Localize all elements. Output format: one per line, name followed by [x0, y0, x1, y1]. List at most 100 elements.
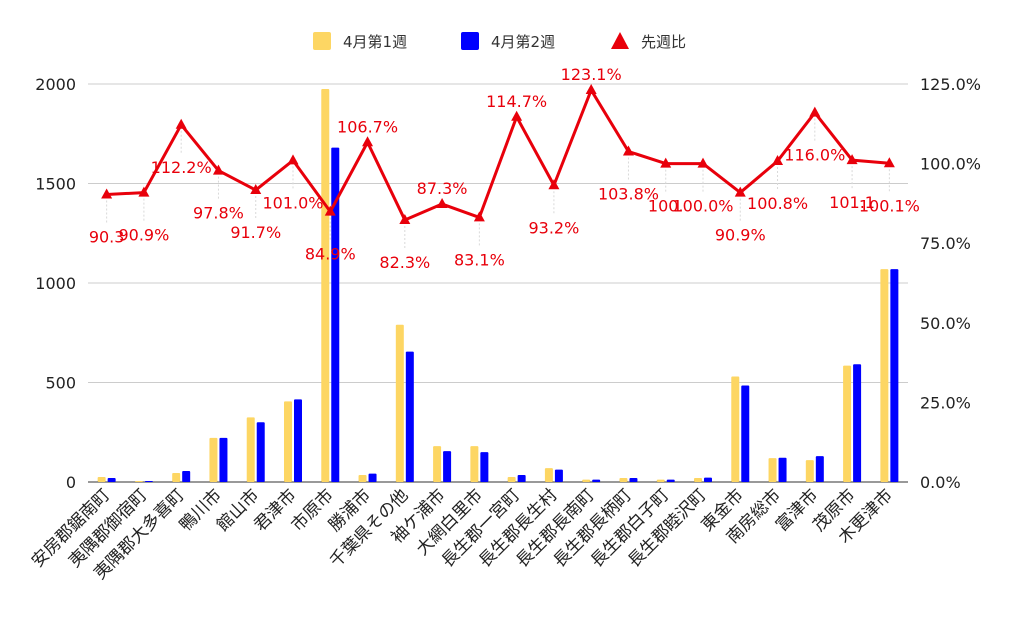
bar	[805, 460, 814, 482]
ratio-point	[585, 84, 597, 95]
ratio-point	[734, 186, 746, 197]
bar	[554, 469, 563, 482]
bar	[209, 437, 218, 482]
bar	[656, 479, 665, 482]
bar	[694, 478, 702, 482]
ratio-data-label: 91.7%	[230, 223, 281, 242]
bar	[666, 479, 675, 482]
ratio-data-label: 100.8%	[747, 194, 808, 213]
bar	[582, 479, 591, 482]
left-tick-label: 1000	[35, 274, 76, 293]
bar	[107, 478, 116, 482]
bar	[544, 468, 553, 482]
ratio-point	[212, 164, 224, 175]
ratio-point	[250, 184, 262, 195]
legend-swatch	[313, 32, 331, 50]
ratio-point	[846, 154, 858, 165]
left-tick-label: 2000	[35, 75, 76, 94]
ratio-point	[622, 145, 634, 156]
bar	[768, 458, 777, 482]
ratio-data-label: 103.8%	[598, 185, 659, 204]
right-tick-label: 50.0%	[920, 314, 971, 333]
bar	[134, 481, 143, 482]
ratio-point	[101, 188, 113, 199]
ratio-point	[138, 186, 150, 197]
bar	[480, 452, 489, 482]
ratio-point	[362, 136, 374, 147]
bar	[507, 477, 516, 482]
ratio-data-label: 97.8%	[193, 204, 244, 223]
ratio-point	[772, 155, 784, 166]
right-tick-label: 100.0%	[920, 155, 981, 174]
bar	[629, 478, 638, 482]
legend-swatch	[611, 32, 629, 49]
ratio-line-path	[106, 88, 890, 222]
bar	[219, 437, 228, 482]
ratio-data-label: 100.1%	[859, 196, 920, 215]
ratio-data-label: 100.0%	[672, 197, 733, 216]
bar	[246, 417, 255, 482]
ratio-data-label: 87.3%	[417, 179, 468, 198]
bar	[778, 457, 787, 482]
bar	[172, 473, 181, 482]
bar	[395, 324, 404, 482]
right-tick-label: 125.0%	[920, 75, 981, 94]
bar	[144, 481, 153, 482]
ratio-data-label: 112.2%	[151, 158, 212, 177]
ratio-point	[809, 106, 821, 117]
ratio-point	[287, 154, 299, 165]
ratio-data-label: 123.1%	[561, 65, 622, 84]
bar	[321, 88, 330, 482]
legend-label: 4月第1週	[343, 33, 407, 51]
bars	[97, 88, 899, 482]
ratio-data-label: 93.2%	[528, 218, 579, 237]
ratio-data-label: 90.3	[89, 227, 125, 246]
bar	[731, 376, 740, 482]
ratio-data-label: 116.0%	[784, 146, 845, 165]
bar	[97, 477, 106, 482]
left-tick-label: 1500	[35, 175, 76, 194]
bar	[182, 471, 191, 482]
bar	[704, 477, 712, 482]
ratio-point	[436, 198, 448, 209]
left-tick-label: 0	[66, 473, 76, 492]
legend-label: 先週比	[641, 33, 686, 51]
ratio-data-label: 101.1	[829, 193, 875, 212]
right-tick-label: 0.0%	[920, 473, 961, 492]
ratio-data-label: 90.9%	[118, 226, 169, 245]
right-tick-label: 75.0%	[920, 234, 971, 253]
bar	[470, 446, 479, 482]
category-labels: 安房郡鋸南町夷隅郡御宿町夷隅郡大多喜町鴨川市館山市君津市市原市勝浦市千葉県その他…	[28, 485, 897, 583]
left-axis: 0 500 1000 1500 2000	[35, 75, 76, 492]
ratio-point	[473, 211, 485, 222]
ratio-data-label: 83.1%	[454, 250, 505, 269]
ratio-point	[697, 157, 709, 168]
bar	[405, 351, 414, 482]
bar	[815, 456, 824, 482]
bar	[433, 446, 442, 482]
ratio-data-label: 84.9%	[305, 245, 356, 264]
legend-label: 4月第2週	[491, 33, 555, 51]
ratio-data-label: 100.	[648, 197, 684, 216]
ratio-data-label: 114.7%	[486, 92, 547, 111]
bar	[890, 269, 899, 482]
bar	[880, 269, 889, 482]
bar	[358, 475, 367, 482]
ratio-point	[511, 110, 523, 121]
legend-swatch	[461, 32, 479, 50]
bar	[294, 399, 302, 482]
ratio-data-label: 101.0%	[262, 193, 323, 212]
ratio-data-label: 90.9%	[715, 226, 766, 245]
left-tick-label: 500	[45, 374, 76, 393]
ratio-point	[399, 213, 411, 224]
right-tick-label: 25.0%	[920, 393, 971, 412]
ratio-line: 90.390.9%112.2%97.8%91.7%101.0%84.9%106.…	[89, 65, 920, 272]
bar	[619, 478, 628, 482]
bar	[443, 451, 452, 482]
bar	[368, 473, 377, 482]
ratio-data-label: 106.7%	[337, 117, 398, 136]
legend: 4月第1週 4月第2週 先週比	[313, 32, 686, 51]
ratio-point	[175, 118, 187, 129]
